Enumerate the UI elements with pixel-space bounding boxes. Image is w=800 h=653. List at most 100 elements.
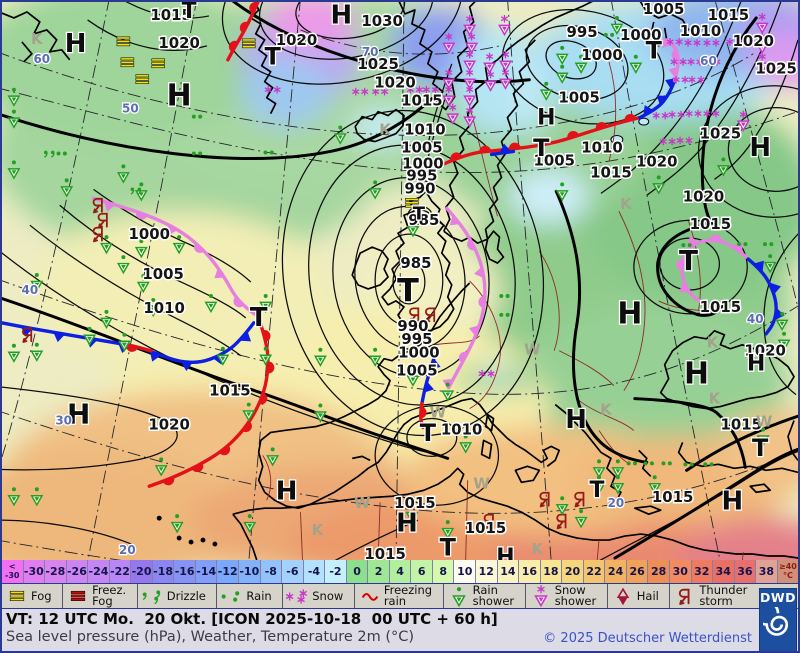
- high-center: H: [67, 398, 90, 431]
- snow2-symbol: [659, 137, 676, 146]
- shower-symbol: [777, 331, 791, 351]
- footer-text: VT: 12 UTC Mo. 20 Okt. [ICON 2025-10-18 …: [2, 609, 798, 650]
- snowshower-symbol: [463, 85, 477, 107]
- pressure-label: 1020: [158, 34, 200, 52]
- pressure-label: 1020: [732, 32, 774, 50]
- rain2-symbol: [703, 462, 714, 467]
- shower-symbol: [629, 54, 643, 74]
- thunder-symbol: [483, 513, 494, 530]
- snowshower-symbol: [755, 12, 769, 35]
- pressure-label: 1015: [652, 488, 694, 506]
- scale-cell: -8: [259, 560, 282, 583]
- shower-symbol: [441, 520, 455, 540]
- airmass-label-W: W: [430, 404, 446, 422]
- scale-cell: -2: [324, 560, 346, 583]
- pressure-label: 990: [404, 179, 435, 197]
- scale-cell: -10: [238, 560, 260, 583]
- pressure-label: 1015: [700, 298, 742, 316]
- shower-symbol: [136, 274, 150, 294]
- scale-cell: 18: [539, 560, 562, 583]
- legend-item-rain: Rain: [216, 584, 282, 608]
- frzrain-icon: [361, 592, 379, 601]
- rain2-symbol: [643, 461, 654, 466]
- shower-symbol: [406, 367, 420, 387]
- pressure-label: 1005: [401, 138, 443, 156]
- shower-symbol: [459, 434, 473, 454]
- pressure-label: 1015: [401, 92, 443, 110]
- snowshower-symbol: [442, 85, 456, 107]
- legend-label: Snow: [312, 588, 344, 603]
- shower-symbol: [172, 235, 186, 255]
- snowshower-symbol: [442, 32, 456, 55]
- scale-cell: 28: [647, 560, 669, 583]
- pressure-label: 1010: [404, 121, 446, 139]
- fog-symbol: [151, 58, 165, 69]
- shower-symbol: [170, 514, 184, 534]
- airmass-label-K: K: [31, 30, 44, 48]
- thunder-symbol: [92, 226, 103, 243]
- shower-symbol: [7, 109, 21, 129]
- snow2-symbol: [703, 39, 720, 47]
- legend-item-snowshower: Snow shower: [524, 583, 607, 608]
- thunder-symbol: [539, 491, 550, 508]
- legend-label: Fog: [31, 588, 52, 603]
- dwd-spiral-icon: [763, 607, 789, 636]
- shower-symbol: [652, 175, 666, 195]
- high-center: H: [684, 356, 709, 391]
- shower-symbol: [259, 346, 273, 366]
- drizzle2-symbol: [130, 187, 142, 195]
- pressure-label: 1030: [361, 12, 403, 30]
- airmass-label-K: K: [709, 390, 722, 408]
- shower-symbol: [83, 326, 97, 346]
- snowshower-symbol: [446, 103, 460, 125]
- high-center: H: [65, 29, 87, 59]
- thunder-symbol: [409, 307, 420, 323]
- fog-symbol: [241, 38, 256, 49]
- shower-symbol: [555, 496, 569, 516]
- pressure-label: 995: [567, 23, 598, 41]
- snowshower-symbol: [465, 32, 479, 55]
- high-center: H: [617, 297, 642, 332]
- shower-symbol: [7, 87, 21, 107]
- low-center: T: [264, 42, 281, 70]
- legend-item-fog: Fog: [2, 584, 62, 608]
- shower-symbol: [763, 254, 777, 274]
- pressure-label: 1000: [398, 344, 440, 362]
- scale-cell: 26: [625, 560, 648, 583]
- legend-label: Snow shower: [554, 583, 597, 608]
- snowshower-icon: [533, 584, 548, 607]
- graticule-label: 60: [33, 52, 50, 66]
- scale-cell: 6: [410, 560, 432, 583]
- scale-cell: 34: [712, 560, 734, 583]
- scale-cell: -26: [65, 560, 88, 583]
- low-center: T: [413, 204, 426, 225]
- airmass-label-K: K: [620, 195, 633, 213]
- pressure-label: 1010: [441, 420, 483, 438]
- scale-cell: 38: [755, 560, 777, 583]
- shower-symbol: [648, 475, 662, 495]
- pressure-label: 1015: [209, 382, 251, 400]
- rain2-symbol: [499, 293, 510, 298]
- pressure-label: 985: [400, 254, 431, 272]
- scale-cell: 24: [604, 560, 626, 583]
- legend-item-drizzle: Drizzle: [136, 584, 217, 608]
- fog-symbol: [405, 197, 419, 208]
- snow2-symbol: [478, 369, 495, 378]
- drizzle2-symbol: [43, 150, 55, 158]
- rainshower-icon: [451, 586, 466, 607]
- graticule-label: 20: [608, 496, 625, 510]
- shower-symbol: [259, 293, 273, 314]
- shower-symbol: [146, 297, 160, 318]
- shower-symbol: [756, 427, 770, 447]
- snow2-symbol: [668, 110, 685, 119]
- scale-cell: 10: [453, 560, 476, 583]
- graticule-label: 30: [55, 413, 72, 427]
- airmass-label-W: W: [354, 494, 370, 512]
- coastlines: [2, 2, 798, 560]
- low-center: T: [590, 478, 605, 503]
- shower-symbol: [775, 311, 789, 332]
- snowshower-symbol: [736, 110, 750, 132]
- temperature-scale: < -30 -30 -28 -26 -24 -22 -20 -18 -16 -14 -12 -10 -8-…: [2, 560, 798, 584]
- rain2-symbol: [263, 150, 274, 155]
